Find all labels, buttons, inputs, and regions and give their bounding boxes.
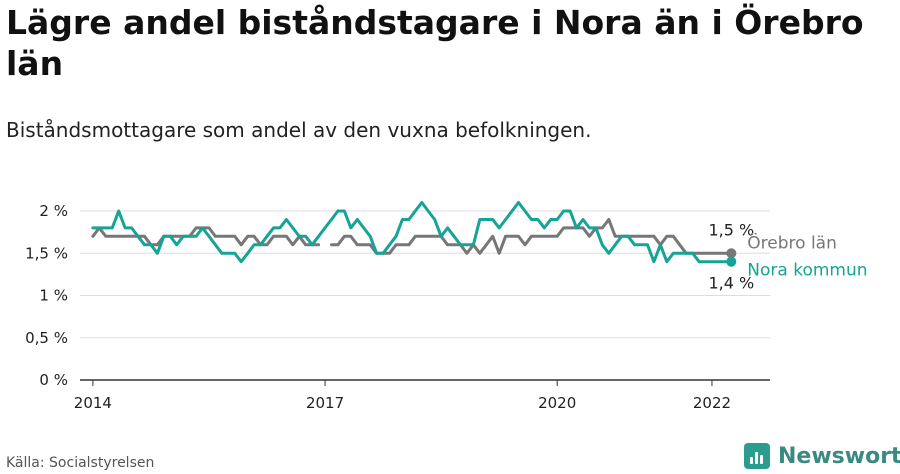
y-tick-label: 1,5 % [25,244,68,262]
series-name-orebro: Örebro län [747,231,837,253]
x-tick-label: 2017 [306,394,344,412]
series-layer [91,201,733,264]
x-tick-label: 2020 [538,394,576,412]
y-tick-label: 0 % [39,371,68,389]
end-point-0 [726,248,737,259]
grid-layer: 0 % 0,5 % 1 % 1,5 % 2 % [25,202,770,389]
page-title: Lägre andel biståndstagare i Nora än i Ö… [6,3,864,83]
x-tick-label: 2014 [74,394,112,412]
brand-name: Newsworthy [778,443,900,469]
y-tick-label: 0,5 % [25,329,68,347]
series-line-0 [91,218,733,255]
y-tick-label: 2 % [39,202,68,220]
page-subtitle: Biståndsmottagare som andel av den vuxna… [6,118,592,142]
series-name-nora: Nora kommun [747,261,867,281]
bar-chart-icon [744,443,770,469]
source-note: Källa: Socialstyrelsen [6,455,155,471]
newsworthy-logo[interactable]: Newsworthy [744,440,900,472]
end-value-orebro: 1,5 % [708,220,754,239]
x-tick-label: 2022 [693,394,731,412]
end-point-1 [726,256,737,267]
x-axis: 2014 2017 2020 2022 [74,380,731,412]
y-tick-label: 1 % [39,287,68,305]
series-line-1 [91,201,733,264]
end-value-nora: 1,4 % [708,274,754,293]
